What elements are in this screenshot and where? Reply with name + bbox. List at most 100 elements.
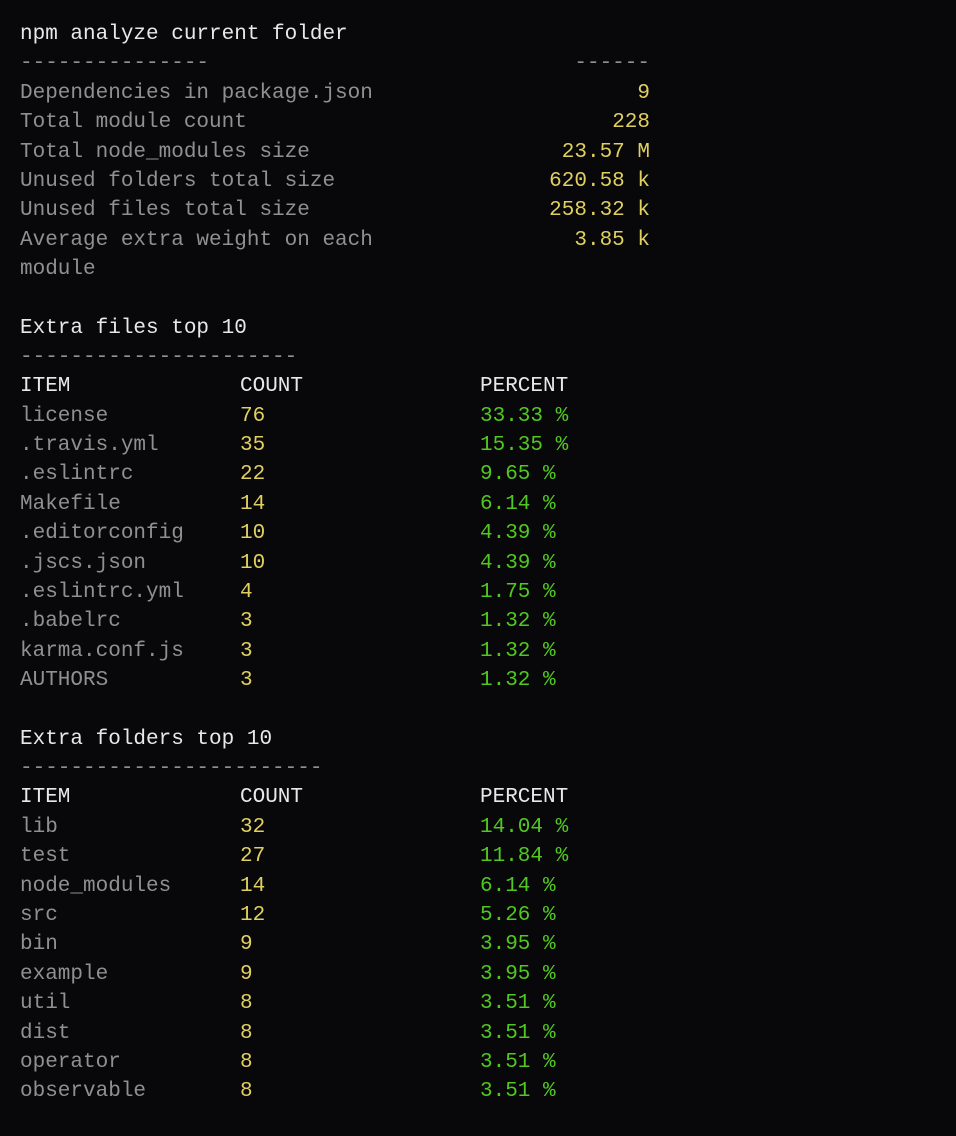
cell-percent: 4.39 %	[480, 549, 680, 578]
table-row: example93.95 %	[20, 960, 936, 989]
cell-percent: 6.14 %	[480, 872, 680, 901]
cell-percent: 33.33 %	[480, 402, 680, 431]
table-row: license7633.33 %	[20, 402, 936, 431]
cell-item: .travis.yml	[20, 431, 240, 460]
table-row: .babelrc31.32 %	[20, 607, 936, 636]
cell-count: 3	[240, 666, 480, 695]
cell-count: 8	[240, 989, 480, 1018]
cell-percent: 1.32 %	[480, 666, 680, 695]
summary-number: 258.32	[549, 199, 625, 222]
summary-value: 258.32 k	[440, 196, 650, 225]
terminal-output: npm analyze current folder -------------…	[20, 20, 936, 1107]
title-dash-left: ---------------	[20, 49, 440, 78]
summary-unit: k	[637, 170, 650, 193]
header-percent: PERCENT	[480, 372, 680, 401]
summary-number: 228	[612, 111, 650, 134]
summary-label: Unused files total size	[20, 196, 440, 225]
cell-item: AUTHORS	[20, 666, 240, 695]
cell-percent: 3.95 %	[480, 960, 680, 989]
summary-value: 23.57 M	[440, 138, 650, 167]
cell-item: karma.conf.js	[20, 637, 240, 666]
cell-count: 9	[240, 930, 480, 959]
summary-number: 620.58	[549, 170, 625, 193]
cell-percent: 3.51 %	[480, 1048, 680, 1077]
cell-percent: 3.51 %	[480, 1019, 680, 1048]
cell-count: 12	[240, 901, 480, 930]
cell-percent: 1.32 %	[480, 607, 680, 636]
table-row: lib3214.04 %	[20, 813, 936, 842]
cell-count: 10	[240, 549, 480, 578]
cell-count: 3	[240, 637, 480, 666]
cell-item: dist	[20, 1019, 240, 1048]
cell-percent: 1.75 %	[480, 578, 680, 607]
table-row: observable83.51 %	[20, 1077, 936, 1106]
cell-percent: 15.35 %	[480, 431, 680, 460]
title: npm analyze current folder	[20, 20, 936, 49]
cell-percent: 9.65 %	[480, 460, 680, 489]
table-row: karma.conf.js31.32 %	[20, 637, 936, 666]
summary-label: Dependencies in package.json	[20, 79, 440, 108]
cell-item: .babelrc	[20, 607, 240, 636]
cell-item: util	[20, 989, 240, 1018]
table-row: dist83.51 %	[20, 1019, 936, 1048]
cell-item: bin	[20, 930, 240, 959]
files-section-title: Extra files top 10	[20, 314, 936, 343]
header-percent: PERCENT	[480, 783, 680, 812]
summary-unit: M	[637, 141, 650, 164]
cell-count: 22	[240, 460, 480, 489]
summary-value: 3.85 k	[440, 226, 650, 285]
table-row: .travis.yml3515.35 %	[20, 431, 936, 460]
header-count: COUNT	[240, 783, 480, 812]
title-dash-right: ------	[440, 49, 650, 78]
summary-row: Unused files total size258.32 k	[20, 196, 936, 225]
table-row: AUTHORS31.32 %	[20, 666, 936, 695]
cell-percent: 4.39 %	[480, 519, 680, 548]
folders-section-title: Extra folders top 10	[20, 725, 936, 754]
cell-item: node_modules	[20, 872, 240, 901]
folders-section-dashes: ------------------------	[20, 754, 936, 783]
cell-count: 8	[240, 1019, 480, 1048]
cell-item: operator	[20, 1048, 240, 1077]
table-row: operator83.51 %	[20, 1048, 936, 1077]
header-item: ITEM	[20, 783, 240, 812]
cell-item: Makefile	[20, 490, 240, 519]
table-row: .editorconfig104.39 %	[20, 519, 936, 548]
table-row: .jscs.json104.39 %	[20, 549, 936, 578]
cell-item: license	[20, 402, 240, 431]
summary-row: Dependencies in package.json9	[20, 79, 936, 108]
folders-table-header: ITEM COUNT PERCENT	[20, 783, 936, 812]
cell-percent: 3.95 %	[480, 930, 680, 959]
cell-item: observable	[20, 1077, 240, 1106]
cell-item: .eslintrc	[20, 460, 240, 489]
cell-item: .editorconfig	[20, 519, 240, 548]
cell-percent: 1.32 %	[480, 637, 680, 666]
cell-item: src	[20, 901, 240, 930]
summary-label: Total node_modules size	[20, 138, 440, 167]
cell-count: 4	[240, 578, 480, 607]
summary-label: Unused folders total size	[20, 167, 440, 196]
summary-unit: k	[637, 229, 650, 252]
cell-count: 32	[240, 813, 480, 842]
table-row: node_modules146.14 %	[20, 872, 936, 901]
files-section-dashes: ----------------------	[20, 343, 936, 372]
cell-count: 3	[240, 607, 480, 636]
cell-count: 8	[240, 1048, 480, 1077]
summary-value: 228	[440, 108, 650, 137]
cell-percent: 5.26 %	[480, 901, 680, 930]
cell-count: 8	[240, 1077, 480, 1106]
summary-label: Total module count	[20, 108, 440, 137]
cell-count: 27	[240, 842, 480, 871]
summary-value: 9	[440, 79, 650, 108]
cell-count: 76	[240, 402, 480, 431]
files-table-body: license7633.33 %.travis.yml3515.35 %.esl…	[20, 402, 936, 696]
table-row: Makefile146.14 %	[20, 490, 936, 519]
cell-item: test	[20, 842, 240, 871]
summary-label: Average extra weight on each module	[20, 226, 440, 285]
cell-percent: 11.84 %	[480, 842, 680, 871]
cell-count: 35	[240, 431, 480, 460]
cell-percent: 3.51 %	[480, 1077, 680, 1106]
cell-item: .eslintrc.yml	[20, 578, 240, 607]
table-row: test2711.84 %	[20, 842, 936, 871]
table-row: .eslintrc229.65 %	[20, 460, 936, 489]
summary-row: Unused folders total size 620.58 k	[20, 167, 936, 196]
